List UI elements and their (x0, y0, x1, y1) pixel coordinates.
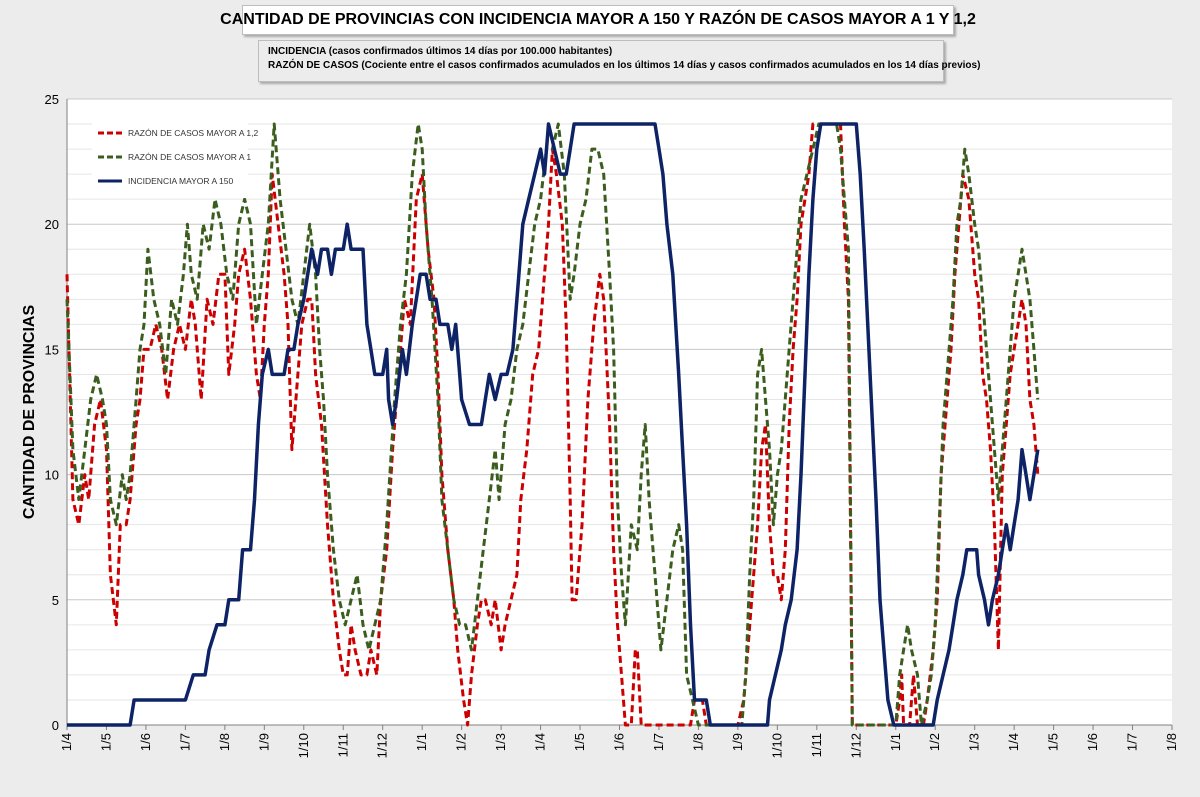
x-tick-label: 1/3 (493, 733, 508, 751)
x-tick-label: 1/4 (1006, 733, 1021, 751)
x-tick-label: 1/4 (533, 733, 548, 751)
x-tick-label: 1/2 (454, 733, 469, 751)
legend: RAZÓN DE CASOS MAYOR A 1,2 RAZÓN DE CASOS… (92, 118, 258, 198)
x-tick-label: 1/5 (572, 733, 587, 751)
series-line-0 (65, 122, 1040, 727)
series-lines (65, 122, 1040, 727)
x-tick-label: 1/6 (1085, 733, 1100, 751)
y-axis-label: CANTIDAD DE PROVINCIAS (21, 305, 38, 520)
y-tick-label: 10 (45, 468, 59, 483)
gridlines (66, 98, 1172, 726)
x-tick-label: 1/5 (1046, 733, 1061, 751)
x-tick-label: 1/6 (138, 733, 153, 751)
x-tick-label: 1/6 (612, 733, 627, 751)
y-axis-ticks: 0 5 10 15 20 25 (45, 92, 59, 733)
definitions-note: INCIDENCIA (casos confirmados últimos 14… (258, 40, 981, 82)
x-tick-label: 1/7 (651, 733, 666, 751)
legend-label-0: RAZÓN DE CASOS MAYOR A 1,2 (128, 128, 258, 138)
chart-title: CANTIDAD DE PROVINCIAS CON INCIDENCIA MA… (220, 11, 976, 28)
x-tick-label: 1/8 (1164, 733, 1179, 751)
y-tick-label: 5 (52, 593, 59, 608)
series-line-1 (65, 122, 1040, 727)
x-tick-label: 1/8 (217, 733, 232, 751)
x-tick-label: 1/3 (967, 733, 982, 751)
note-incidencia: INCIDENCIA (casos confirmados últimos 14… (268, 46, 613, 57)
y-tick-label: 15 (45, 342, 59, 357)
y-tick-label: 25 (45, 92, 59, 107)
x-tick-label: 1/11 (335, 733, 350, 757)
x-tick-label: 1/5 (98, 733, 113, 751)
x-tick-label: 1/9 (730, 733, 745, 751)
x-tick-label: 1/12 (848, 733, 863, 758)
series-line-2 (67, 122, 1040, 727)
legend-label-1: RAZÓN DE CASOS MAYOR A 1 (128, 152, 251, 162)
y-tick-label: 20 (45, 217, 59, 232)
y-tick-label: 0 (52, 718, 59, 733)
x-tick-label: 1/1 (888, 733, 903, 751)
chart-title-box: CANTIDAD DE PROVINCIAS CON INCIDENCIA MA… (220, 5, 976, 35)
x-tick-label: 1/4 (59, 733, 74, 751)
x-tick-label: 1/1 (414, 733, 429, 751)
x-axis-ticks: 1/4 1/5 1/6 1/7 1/8 1/9 1/10 1/11 1/12 1/1 1/2 1/3 1… (59, 725, 1179, 758)
x-tick-label: 1/10 (769, 733, 784, 758)
x-tick-label: 1/8 (690, 733, 705, 751)
x-tick-label: 1/7 (1125, 733, 1140, 751)
x-tick-label: 1/12 (375, 733, 390, 758)
x-tick-label: 1/2 (927, 733, 942, 751)
legend-label-2: INCIDENCIA MAYOR A 150 (128, 176, 233, 186)
x-tick-label: 1/11 (809, 733, 824, 757)
x-tick-label: 1/9 (256, 733, 271, 751)
x-tick-label: 1/10 (296, 733, 311, 758)
x-tick-label: 1/7 (177, 733, 192, 751)
note-razon: RAZÓN DE CASOS (Cociente entre el casos … (268, 60, 981, 71)
